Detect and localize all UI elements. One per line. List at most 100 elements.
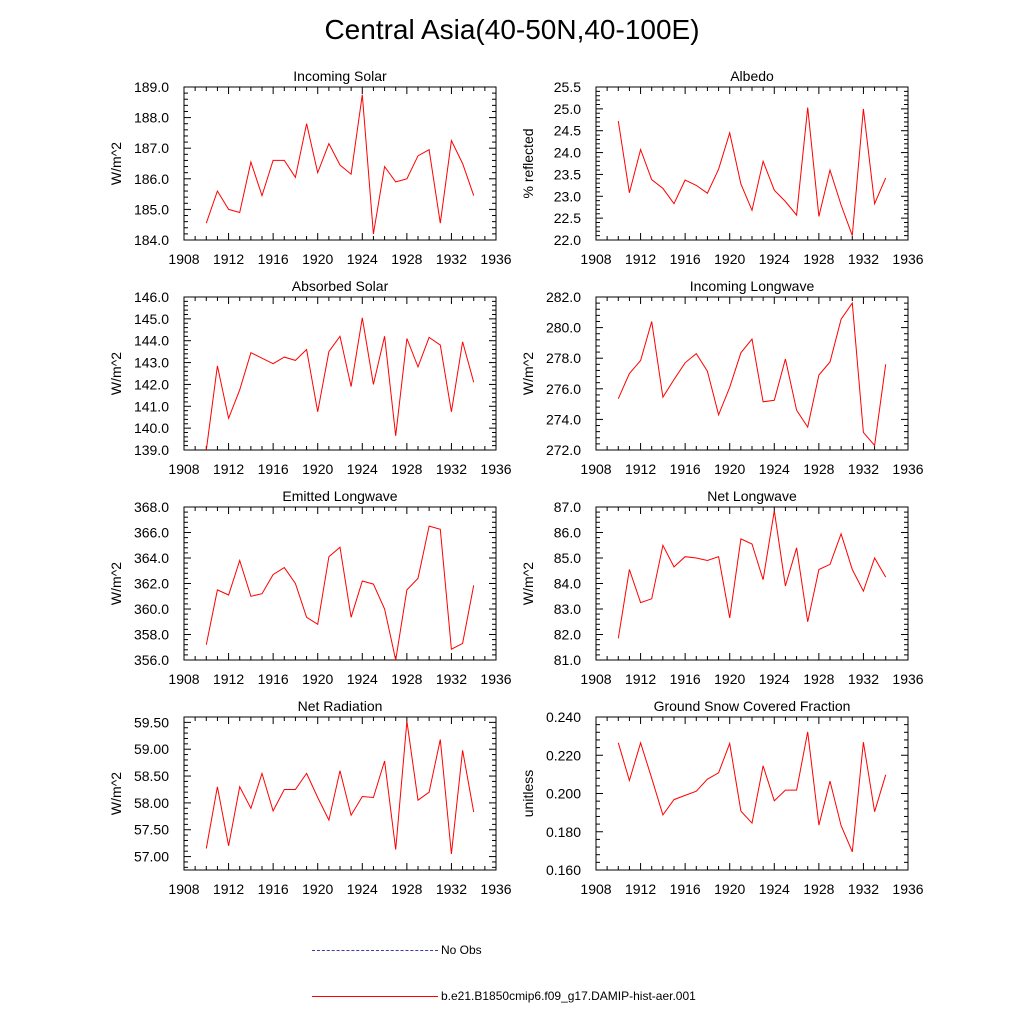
x-tick-label: 1908 (580, 881, 611, 897)
x-tick-label: 1912 (213, 671, 244, 687)
x-tick-label: 1920 (714, 671, 745, 687)
x-tick-label: 1936 (480, 251, 511, 267)
y-tick-label: 140.0 (134, 420, 169, 436)
y-tick-label: 87.0 (554, 499, 581, 515)
y-tick-label: 0.160 (546, 862, 581, 878)
y-tick-label: 185.0 (134, 201, 169, 217)
x-tick-label: 1928 (803, 881, 834, 897)
x-tick-label: 1928 (391, 881, 422, 897)
x-tick-label: 1924 (759, 671, 790, 687)
x-tick-label: 1920 (714, 461, 745, 477)
plot-frame (595, 296, 909, 451)
x-tick-label: 1932 (436, 881, 467, 897)
x-tick-label: 1916 (258, 461, 289, 477)
x-tick-label: 1928 (803, 461, 834, 477)
y-tick-label: 58.00 (134, 795, 169, 811)
panel-incoming-longwave: Incoming Longwave W/m^2 1908 1912 1916 1920 19… (520, 278, 924, 477)
x-tick-label: 1932 (848, 671, 879, 687)
y-tick-label: 145.0 (134, 311, 169, 327)
y-tick-label: 82.0 (554, 627, 581, 643)
x-tick-label: 1916 (670, 461, 701, 477)
x-tick-label: 1932 (848, 251, 879, 267)
y-tick-label: 144.0 (134, 333, 169, 349)
panel-ground-snow-covered-fraction: Ground Snow Covered Fraction unitless 1908… (520, 698, 924, 897)
y-tick-label: 362.0 (134, 576, 169, 592)
legend-label: b.e21.B1850cmip6.f09_g17.DAMIP-hist-aer.… (441, 989, 696, 1003)
series-line (617, 731, 887, 852)
y-tick-label: 364.0 (134, 550, 169, 566)
x-tick-label: 1920 (302, 671, 333, 687)
x-tick-label: 1920 (714, 251, 745, 267)
y-tick-label: 272.0 (546, 442, 581, 458)
y-axis-label: W/m^2 (108, 772, 124, 815)
x-tick-label: 1912 (213, 461, 244, 477)
x-tick-label: 1920 (714, 881, 745, 897)
y-tick-label: 25.5 (554, 79, 581, 95)
x-tick-label: 1928 (803, 671, 834, 687)
panel-absorbed-solar: Absorbed Solar W/m^2 1908 1912 1916 1920 1924 1… (108, 278, 512, 477)
plot-frame (183, 506, 497, 661)
x-tick-label: 1908 (580, 461, 611, 477)
x-tick-label: 1916 (258, 251, 289, 267)
x-tick-label: 1916 (670, 671, 701, 687)
x-tick-label: 1908 (168, 461, 199, 477)
y-tick-label: 23.0 (554, 188, 581, 204)
panel-title: Absorbed Solar (292, 278, 389, 294)
y-tick-label: 142.0 (134, 376, 169, 392)
y-tick-label: 187.0 (134, 140, 169, 156)
x-tick-label: 1924 (759, 251, 790, 267)
plot-frame (595, 506, 909, 661)
x-tick-label: 1924 (347, 671, 378, 687)
figure-title: Central Asia(40-50N,40-100E) (324, 14, 700, 45)
plot-frame (595, 86, 909, 241)
y-tick-label: 186.0 (134, 171, 169, 187)
x-tick-label: 1908 (168, 881, 199, 897)
y-tick-label: 356.0 (134, 652, 169, 668)
y-axis-label: W/m^2 (108, 352, 124, 395)
x-tick-label: 1936 (480, 671, 511, 687)
plot-frame (183, 716, 497, 871)
x-tick-label: 1916 (670, 881, 701, 897)
y-tick-label: 57.00 (134, 849, 169, 865)
x-tick-label: 1932 (848, 461, 879, 477)
x-tick-label: 1932 (436, 251, 467, 267)
x-tick-label: 1928 (391, 461, 422, 477)
y-tick-label: 141.0 (134, 398, 169, 414)
panel-emitted-longwave: Emitted Longwave W/m^2 1908 1912 1916 1920 192… (108, 488, 512, 687)
y-tick-label: 0.220 (546, 747, 581, 763)
x-tick-label: 1912 (213, 881, 244, 897)
plot-frame (183, 296, 497, 451)
x-tick-label: 1936 (480, 881, 511, 897)
x-tick-label: 1932 (436, 671, 467, 687)
series-line (205, 721, 475, 854)
legend: No Obs b.e21.B1850cmip6.f09_g17.DAMIP-hi… (312, 940, 812, 1010)
legend-item-model: b.e21.B1850cmip6.f09_g17.DAMIP-hist-aer.… (312, 988, 812, 1004)
legend-swatch-dashed (312, 950, 438, 951)
x-tick-label: 1908 (168, 671, 199, 687)
x-tick-label: 1936 (892, 461, 923, 477)
y-axis-label: % reflected (520, 128, 536, 198)
y-tick-label: 22.5 (554, 210, 581, 226)
y-tick-label: 58.50 (134, 768, 169, 784)
y-tick-label: 358.0 (134, 627, 169, 643)
x-tick-label: 1928 (391, 251, 422, 267)
y-tick-label: 368.0 (134, 499, 169, 515)
panel-title: Incoming Solar (293, 68, 387, 84)
y-tick-label: 143.0 (134, 355, 169, 371)
legend-swatch-solid (312, 996, 438, 997)
x-tick-label: 1920 (302, 251, 333, 267)
y-axis-label: W/m^2 (520, 352, 536, 395)
y-tick-label: 0.200 (546, 786, 581, 802)
y-tick-label: 84.0 (554, 576, 581, 592)
panel-title: Net Radiation (298, 698, 383, 714)
x-tick-label: 1912 (625, 881, 656, 897)
x-tick-label: 1916 (670, 251, 701, 267)
panel-albedo: Albedo % reflected 1908 1912 1916 1920 1924 192… (520, 68, 924, 267)
y-tick-label: 23.5 (554, 166, 581, 182)
x-tick-label: 1916 (258, 671, 289, 687)
y-tick-label: 184.0 (134, 232, 169, 248)
x-tick-label: 1924 (347, 461, 378, 477)
panel-title: Incoming Longwave (690, 278, 815, 294)
y-tick-label: 22.0 (554, 232, 581, 248)
y-tick-label: 280.0 (546, 320, 581, 336)
